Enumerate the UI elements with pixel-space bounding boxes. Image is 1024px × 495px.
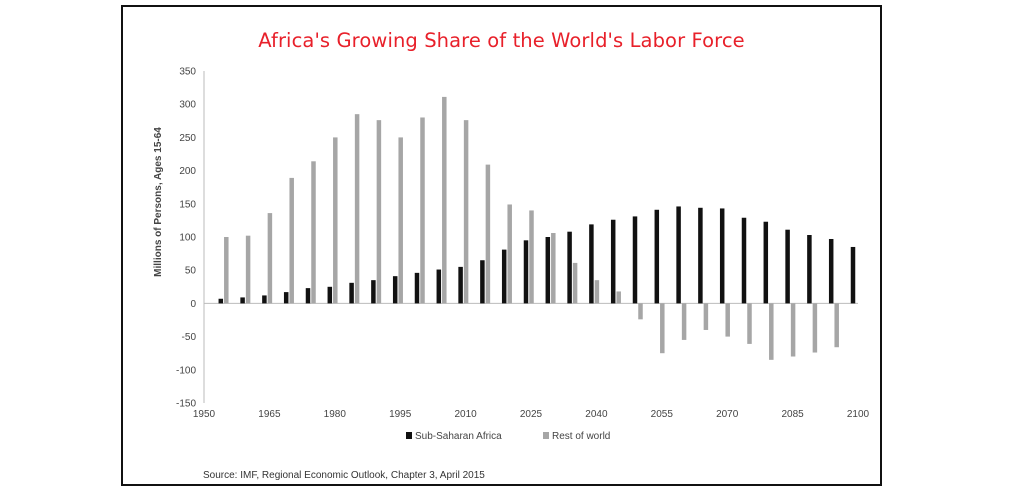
bar-sub-saharan-africa	[218, 298, 224, 304]
bar-rest-of-world	[245, 235, 251, 304]
y-tick-label: 250	[179, 133, 196, 144]
legend-label-rest-of-world: Rest of world	[552, 431, 610, 442]
y-tick-label: 200	[179, 166, 196, 177]
bar-rest-of-world	[790, 303, 796, 357]
x-tick-label: 2010	[454, 409, 477, 420]
y-tick-label: -150	[176, 399, 196, 410]
bar-sub-saharan-africa	[741, 217, 747, 304]
y-tick-label: 350	[179, 67, 196, 78]
bar-sub-saharan-africa	[458, 266, 463, 304]
bar-sub-saharan-africa	[654, 209, 660, 304]
bar-rest-of-world	[442, 96, 447, 304]
bar-sub-saharan-africa	[414, 272, 420, 304]
legend-swatch-rest-of-world	[543, 432, 549, 439]
source-note: Source: IMF, Regional Economic Outlook, …	[203, 470, 485, 481]
bar-sub-saharan-africa	[283, 292, 289, 304]
bar-sub-saharan-africa	[632, 216, 638, 304]
y-tick-label: 100	[179, 233, 196, 244]
x-tick-label: 2100	[847, 409, 870, 420]
bar-sub-saharan-africa	[305, 288, 311, 304]
chart-title: Africa's Growing Share of the World's La…	[258, 29, 745, 52]
bar-sub-saharan-africa	[240, 297, 245, 304]
bar-rest-of-world	[725, 303, 730, 337]
x-tick-label: 1950	[193, 409, 216, 420]
bar-rest-of-world	[703, 303, 709, 330]
bar-rest-of-world	[572, 262, 578, 304]
bar-sub-saharan-africa	[676, 206, 681, 304]
bar-rest-of-world	[376, 120, 382, 304]
chart-frame: Africa's Growing Share of the World's La…	[121, 5, 882, 486]
x-tick-label: 2055	[651, 409, 674, 420]
bar-sub-saharan-africa	[545, 237, 551, 304]
bar-sub-saharan-africa	[523, 240, 529, 304]
bar-sub-saharan-africa	[698, 207, 703, 304]
bar-sub-saharan-africa	[807, 235, 812, 304]
bar-sub-saharan-africa	[327, 286, 333, 304]
y-tick-label: 50	[185, 266, 197, 277]
bar-sub-saharan-africa	[480, 260, 485, 304]
x-tick-label: 1965	[258, 409, 281, 420]
bar-rest-of-world	[594, 280, 600, 304]
bar-sub-saharan-africa	[828, 238, 834, 304]
x-tick-label: 2025	[520, 409, 543, 420]
x-tick-label: 1980	[324, 409, 347, 420]
bar-rest-of-world	[485, 164, 491, 304]
bar-sub-saharan-africa	[392, 276, 398, 304]
bar-sub-saharan-africa	[589, 224, 594, 304]
bar-rest-of-world	[420, 117, 425, 304]
x-tick-label: 2040	[585, 409, 608, 420]
bar-sub-saharan-africa	[262, 295, 267, 304]
bar-rest-of-world	[463, 120, 469, 304]
bar-sub-saharan-africa	[567, 231, 572, 304]
y-tick-label: 300	[179, 100, 196, 111]
bar-rest-of-world	[311, 161, 316, 304]
y-tick-label: -100	[176, 365, 196, 376]
bar-rest-of-world	[747, 303, 752, 344]
legend-label-sub-saharan-africa: Sub-Saharan Africa	[415, 431, 502, 442]
bar-rest-of-world	[529, 210, 534, 304]
x-tick-label: 1995	[389, 409, 412, 420]
bar-rest-of-world	[812, 303, 818, 353]
y-axis-label: Millions of Persons, Ages 15-64	[153, 127, 164, 277]
bar-rest-of-world	[660, 303, 665, 354]
bar-rest-of-world	[638, 303, 643, 320]
bar-sub-saharan-africa	[371, 280, 376, 304]
x-tick-label: 2070	[716, 409, 739, 420]
bar-rest-of-world	[289, 177, 294, 304]
x-tick-label: 2085	[781, 409, 804, 420]
y-tick-label: 0	[190, 299, 196, 310]
y-tick-label: 150	[179, 199, 196, 210]
bar-sub-saharan-africa	[349, 282, 354, 304]
bar-rest-of-world	[224, 237, 229, 304]
bar-rest-of-world	[769, 303, 774, 360]
y-tick-label: -50	[182, 332, 197, 343]
bar-sub-saharan-africa	[763, 221, 769, 304]
bar-rest-of-world	[267, 213, 273, 304]
bar-rest-of-world	[834, 303, 839, 348]
bar-rest-of-world	[398, 137, 403, 304]
bar-rest-of-world	[507, 204, 512, 304]
bar-sub-saharan-africa	[850, 246, 856, 304]
bar-sub-saharan-africa	[501, 249, 507, 304]
bar-rest-of-world	[551, 233, 556, 304]
bar-sub-saharan-africa	[610, 219, 616, 304]
bar-rest-of-world	[681, 303, 687, 340]
legend-swatch-sub-saharan-africa	[406, 432, 412, 439]
bar-sub-saharan-africa	[436, 269, 442, 304]
bar-rest-of-world	[333, 137, 338, 304]
bar-sub-saharan-africa	[719, 208, 725, 304]
bar-rest-of-world	[616, 291, 621, 304]
bar-sub-saharan-africa	[785, 229, 790, 304]
bar-rest-of-world	[354, 114, 360, 304]
